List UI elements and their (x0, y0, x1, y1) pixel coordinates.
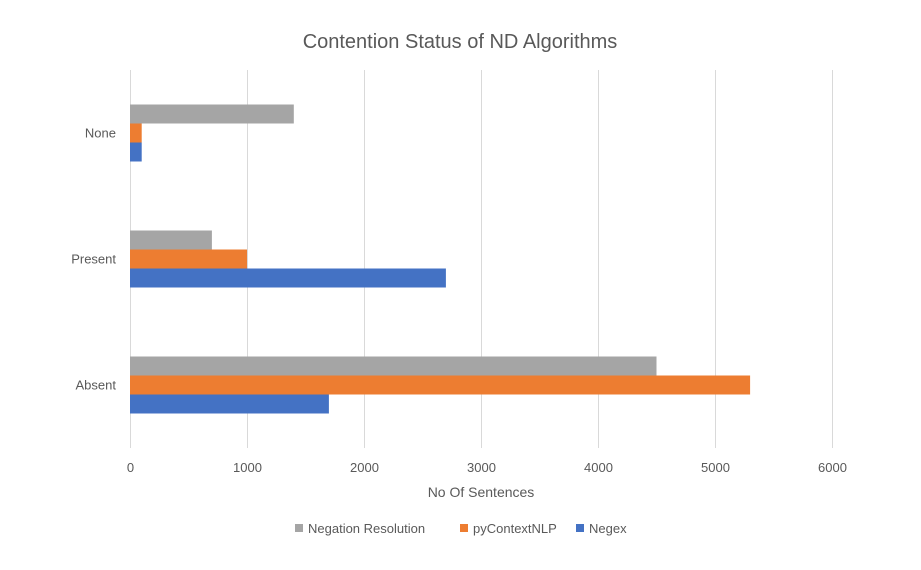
legend: Negation Resolution pyContextNLP Negex (295, 521, 627, 536)
x-tick-label: 5000 (701, 460, 730, 475)
x-tick-labels: 0 1000 2000 3000 4000 5000 6000 (127, 460, 847, 475)
category-label-absent: Absent (76, 378, 117, 393)
category-labels: Absent Present None (71, 126, 116, 393)
x-tick-label: 3000 (467, 460, 496, 475)
x-tick-label: 0 (127, 460, 134, 475)
x-tick-label: 6000 (818, 460, 847, 475)
x-axis-label: No Of Sentences (428, 484, 535, 500)
x-tick-label: 4000 (584, 460, 613, 475)
x-tick-label: 1000 (233, 460, 262, 475)
legend-swatch-negation-resolution (295, 524, 303, 532)
bar-negation-resolution-present (130, 230, 212, 250)
legend-label-negation-resolution: Negation Resolution (308, 521, 425, 536)
category-label-present: Present (71, 252, 116, 267)
bars (130, 104, 751, 414)
chart-title: Contention Status of ND Algorithms (303, 31, 618, 53)
legend-swatch-negex (576, 524, 584, 532)
bar-negex-present (130, 268, 446, 288)
bar-negex-none (130, 142, 142, 162)
bar-negation-resolution-none (130, 104, 294, 124)
bar-pycontextnlp-none (130, 123, 142, 143)
legend-label-negex: Negex (589, 521, 627, 536)
category-label-none: None (85, 126, 116, 141)
bar-pycontextnlp-absent (130, 375, 751, 395)
legend-swatch-pycontextnlp (460, 524, 468, 532)
bar-negex-absent (130, 394, 329, 414)
bar-negation-resolution-absent (130, 356, 657, 376)
x-tick-label: 2000 (350, 460, 379, 475)
bar-pycontextnlp-present (130, 249, 247, 269)
gridlines (130, 70, 833, 448)
legend-label-pycontextnlp: pyContextNLP (473, 521, 557, 536)
